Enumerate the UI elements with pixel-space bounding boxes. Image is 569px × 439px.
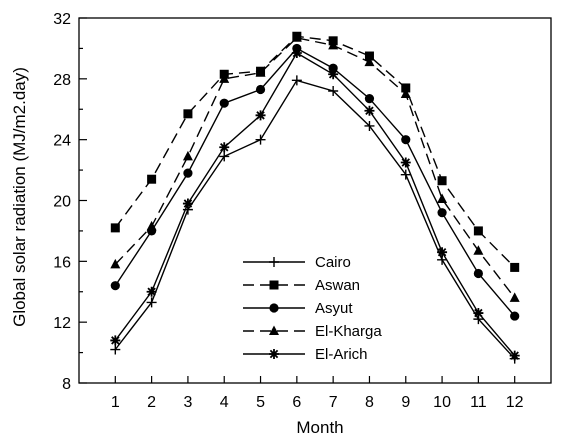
data-point <box>110 223 120 233</box>
x-tick-label: 4 <box>220 394 229 411</box>
data-point <box>255 67 266 77</box>
x-tick-label: 7 <box>329 394 338 411</box>
data-point-center <box>330 72 336 77</box>
legend-item-asyut: Asyut <box>243 300 353 317</box>
legend-item-aswan: Aswan <box>243 277 360 294</box>
x-tick-label: 9 <box>401 394 410 411</box>
x-tick-label: 1 <box>111 394 120 411</box>
data-point <box>291 32 302 42</box>
series-el-kharga <box>110 32 520 302</box>
data-point-center <box>222 145 227 150</box>
data-point-center <box>185 201 191 206</box>
data-point <box>219 73 230 83</box>
y-tick-label: 28 <box>53 72 71 89</box>
data-point <box>219 151 230 162</box>
data-point <box>146 297 157 308</box>
data-point-center <box>512 353 517 358</box>
data-point <box>328 39 339 50</box>
series-line <box>114 52 516 357</box>
data-point <box>110 281 120 291</box>
data-point-center <box>149 289 154 294</box>
x-tick-label: 12 <box>506 394 524 411</box>
data-point-center <box>439 250 445 255</box>
x-tick-label: 10 <box>433 394 451 411</box>
y-tick-label: 20 <box>53 194 71 211</box>
data-point <box>401 135 411 145</box>
x-tick-label: 6 <box>292 394 301 411</box>
data-point <box>364 56 375 67</box>
data-point-center <box>367 108 372 113</box>
legend-marker <box>269 257 279 267</box>
data-point <box>437 176 447 186</box>
data-point <box>364 94 375 104</box>
legend-marker-center <box>271 351 277 357</box>
data-point <box>400 88 411 99</box>
data-point <box>146 220 157 231</box>
data-point <box>400 169 411 180</box>
data-point <box>110 344 121 355</box>
legend-label: Aswan <box>315 277 360 294</box>
data-point <box>509 292 520 302</box>
data-point-center <box>294 50 300 56</box>
legend-marker <box>269 325 279 335</box>
series-aswan <box>110 31 520 272</box>
y-tick-label: 8 <box>62 376 71 393</box>
data-point <box>183 109 193 119</box>
legend-label: El-Arich <box>315 346 368 363</box>
y-tick-label: 12 <box>53 315 71 332</box>
x-axis-title: Month <box>296 418 343 437</box>
data-point <box>110 258 121 269</box>
data-point <box>182 150 193 161</box>
data-point <box>147 174 157 184</box>
series-lines <box>110 31 520 364</box>
series-line <box>114 37 516 299</box>
y-tick-label: 32 <box>53 11 71 28</box>
data-point <box>437 208 447 218</box>
series-line <box>114 47 516 317</box>
data-point <box>510 311 520 321</box>
series-cairo <box>110 75 520 364</box>
x-tick-label: 5 <box>256 394 265 411</box>
legend-item-el-kharga: El-Kharga <box>243 323 382 340</box>
data-point <box>510 262 520 272</box>
data-point <box>255 84 266 95</box>
data-point-center <box>113 338 118 343</box>
legend: Cairo Aswan Asyut El-Kharga El-Arich <box>243 254 382 363</box>
data-point <box>437 193 448 203</box>
data-point <box>473 226 483 236</box>
data-point-center <box>403 160 408 165</box>
data-point-center <box>258 113 263 118</box>
data-point <box>364 51 374 61</box>
x-tick-label: 3 <box>183 394 192 411</box>
legend-marker <box>269 280 279 290</box>
legend-item-el-arich: El-Arich <box>243 346 368 363</box>
series-line <box>114 35 516 268</box>
data-point <box>328 86 339 96</box>
series-line <box>114 79 516 360</box>
series-el-arich <box>110 47 520 361</box>
legend-label: El-Kharga <box>315 323 382 340</box>
data-point <box>255 134 266 145</box>
data-point <box>473 268 483 279</box>
data-point <box>364 120 375 131</box>
data-point-center <box>476 310 481 316</box>
x-tick-label: 2 <box>147 394 156 411</box>
y-axis-title: Global solar radiation (MJ/m2.day) <box>10 67 29 327</box>
data-point <box>473 245 484 255</box>
data-point <box>401 83 411 93</box>
data-point <box>291 75 302 86</box>
legend-item-cairo: Cairo <box>243 254 351 271</box>
y-tick-label: 16 <box>53 254 71 271</box>
y-tick-label: 24 <box>53 133 71 150</box>
legend-label: Asyut <box>315 300 353 317</box>
data-point <box>183 168 193 178</box>
x-tick-label: 11 <box>470 394 487 411</box>
x-tick-label: 8 <box>365 394 374 411</box>
legend-label: Cairo <box>315 254 351 271</box>
data-point <box>219 98 229 108</box>
legend-marker <box>269 303 279 313</box>
data-point <box>328 63 338 73</box>
